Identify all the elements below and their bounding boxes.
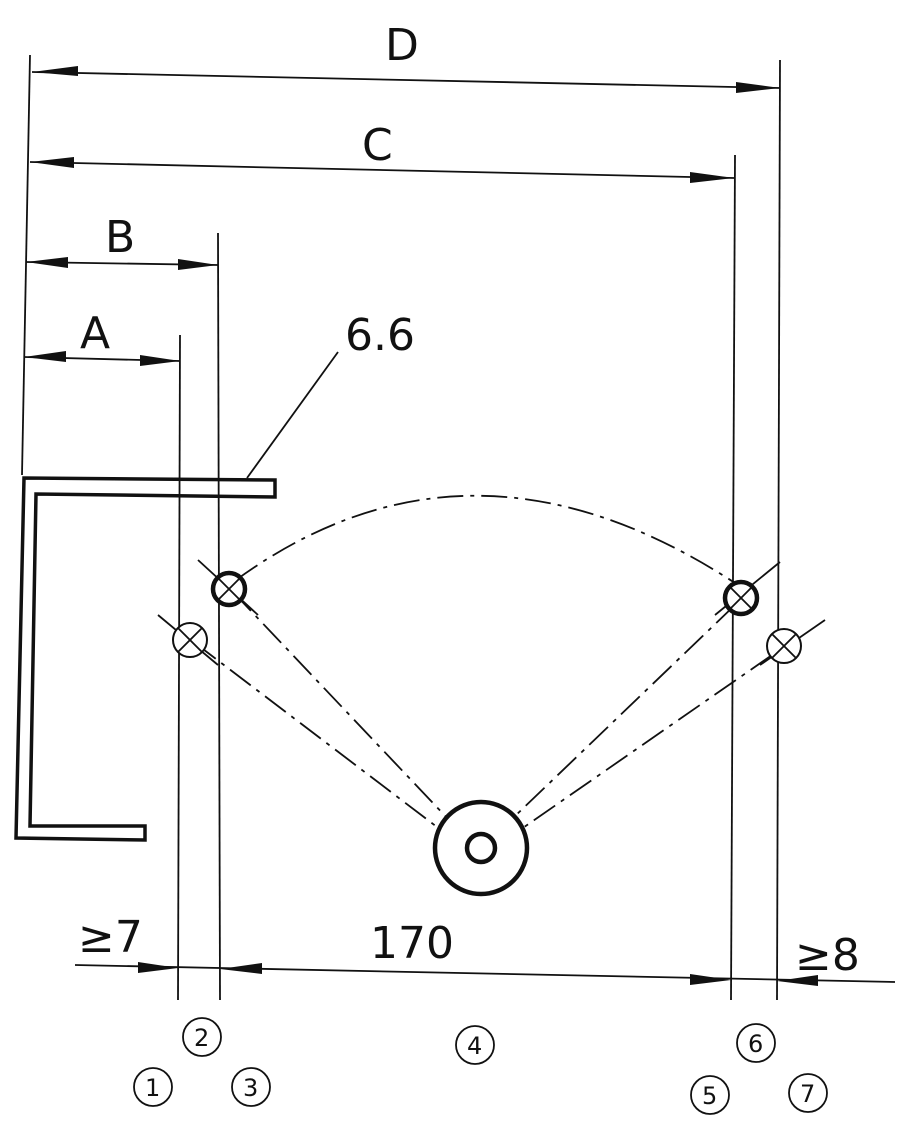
dimension-a: A (23, 308, 181, 366)
dimension-label-a: A (80, 308, 110, 359)
position-marker-7: 7 (788, 1073, 828, 1113)
svg-text:6: 6 (748, 1030, 763, 1058)
position-marker-1: 1 (133, 1067, 173, 1107)
dimension-label-d: D (385, 20, 419, 71)
left-min-label: ≥7 (78, 912, 143, 963)
thickness-callout: 6.6 (246, 310, 415, 479)
radial-line-7 (493, 654, 773, 849)
pivot (432, 799, 530, 897)
position-marker-5: 5 (690, 1075, 730, 1115)
svg-text:3: 3 (243, 1074, 258, 1102)
position-marker-6: 6 (736, 1023, 776, 1063)
dimension-b: B (25, 212, 219, 270)
thickness-label: 6.6 (345, 310, 415, 361)
radial-line-1 (194, 642, 463, 847)
right-min-label: ≥8 (795, 930, 860, 981)
dimension-d: D (31, 20, 781, 93)
svg-text:4: 4 (467, 1032, 482, 1060)
bottom-dimension: ≥7 170 ≥8 (74, 912, 896, 986)
extension-line-a (177, 334, 181, 1001)
radial-line-6 (487, 604, 736, 843)
extension-line-d (776, 59, 781, 1001)
extension-line-c (730, 154, 736, 1001)
svg-text:5: 5 (702, 1082, 717, 1110)
dimension-label-b: B (105, 212, 135, 263)
dimension-label-c: C (362, 120, 393, 171)
svg-text:2: 2 (194, 1024, 209, 1052)
center-span-label: 170 (370, 918, 454, 969)
extension-line-b (217, 232, 221, 1001)
radial-line-2 (232, 591, 469, 841)
position-marker-2: 2 (182, 1017, 222, 1057)
position-marker-4: 4 (455, 1025, 495, 1065)
swing-arc (235, 494, 736, 584)
cabinet-profile (14, 476, 277, 842)
dimension-c: C (29, 120, 735, 183)
svg-text:7: 7 (800, 1080, 815, 1108)
svg-text:1: 1 (145, 1074, 160, 1102)
reference-line-left (21, 54, 31, 476)
position-marker-3: 3 (231, 1067, 271, 1107)
